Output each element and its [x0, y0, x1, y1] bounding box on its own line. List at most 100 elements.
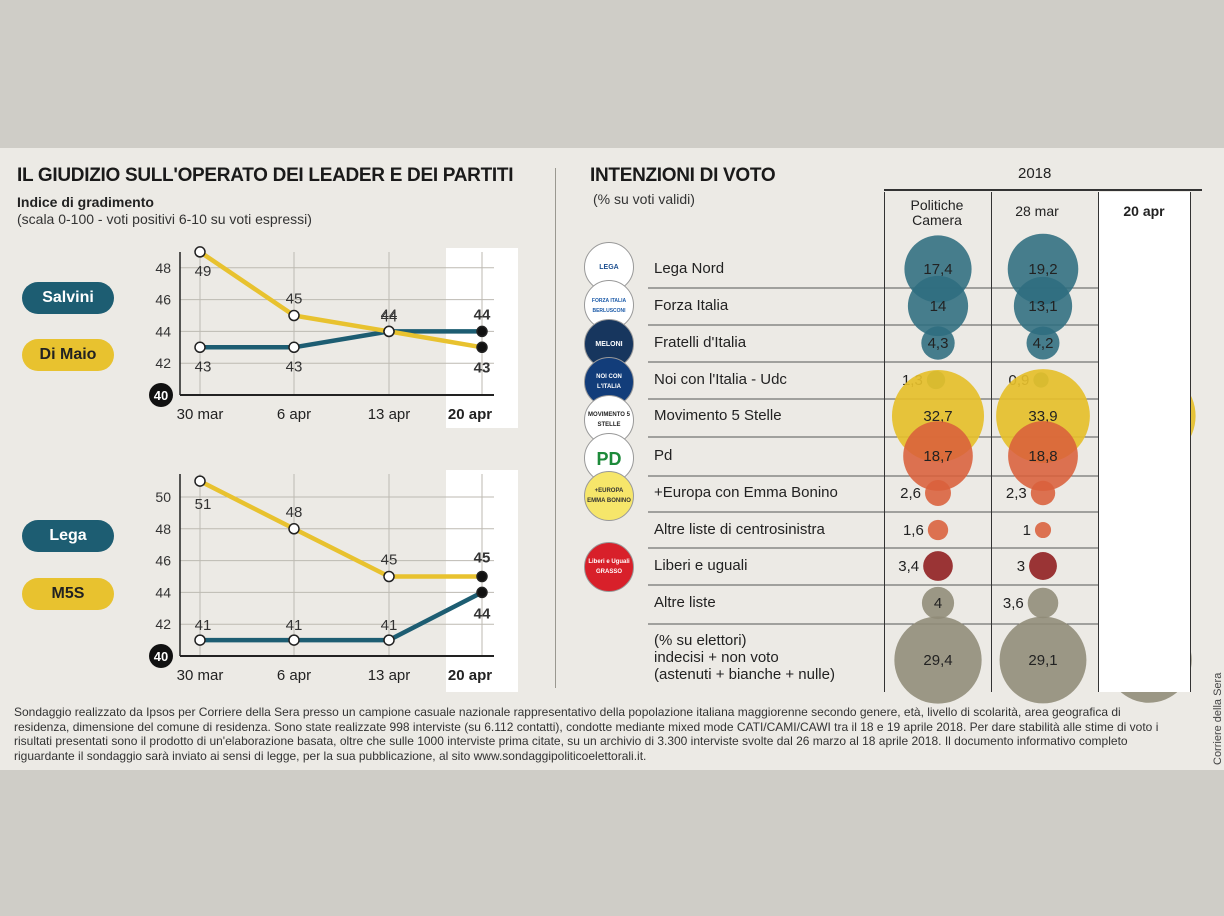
vote-value: 2,6 — [900, 485, 921, 502]
data-point — [288, 523, 300, 535]
vote-value: 3,4 — [898, 558, 919, 575]
y-tick-label: 50 — [155, 489, 171, 505]
vote-value: 4 — [934, 595, 942, 612]
data-label: 44 — [474, 605, 491, 622]
y-origin-label: 40 — [154, 388, 168, 403]
vote-value: 18,7 — [923, 448, 952, 465]
data-point — [476, 341, 488, 354]
x-tick-label: 13 apr — [368, 667, 411, 684]
party-label: Noi con l'Italia - Udc — [654, 371, 787, 388]
legend-salvini: Salvini — [22, 282, 114, 314]
vote-value: 32,7 — [923, 408, 952, 425]
left-subtitle: (scala 0-100 - voti positivi 6-10 su vot… — [17, 211, 312, 227]
vote-bubble — [1029, 552, 1057, 580]
vote-value: 4,3 — [928, 335, 949, 352]
europa-logo: +EUROPA EMMA BONINO — [584, 471, 634, 521]
data-label: 44 — [381, 308, 398, 325]
section-divider — [555, 168, 556, 688]
col-rule-1 — [884, 192, 885, 692]
party-label: Altre liste di centrosinistra — [654, 521, 825, 538]
leader-line-chart: 42 44 46 48 40 30 mar 6 apr 13 apr 20 apr 43 43 44 4… — [149, 246, 518, 428]
vote-bubble — [921, 326, 955, 360]
y-origin-badge — [149, 644, 173, 668]
data-label: 51 — [195, 496, 212, 513]
party-label: Liberi e uguali — [654, 557, 748, 574]
series-line — [200, 329, 482, 350]
vote-bubble — [1008, 421, 1078, 491]
data-label: 45 — [286, 291, 303, 308]
data-label: 43 — [195, 358, 212, 375]
data-label: 41 — [381, 617, 398, 634]
vote-value: 3 — [1017, 558, 1025, 575]
data-point — [383, 325, 395, 338]
data-point — [383, 570, 395, 583]
right-subtitle: (% su voti validi) — [593, 191, 695, 207]
leu-logo: Liberi e Uguali GRASSO — [584, 542, 634, 592]
y-origin-label: 40 — [154, 649, 168, 664]
vote-value: 18,8 — [1028, 448, 1057, 465]
x-tick-label: 6 apr — [277, 667, 311, 684]
data-point — [194, 634, 206, 646]
col-rule-3 — [1098, 192, 1099, 692]
vote-value: 29,4 — [923, 652, 952, 669]
highlight-column — [1098, 192, 1190, 692]
x-tick-label: 30 mar — [177, 667, 224, 684]
data-point — [383, 634, 395, 646]
vote-bubble — [927, 519, 949, 541]
vote-value: 4,2 — [1033, 335, 1054, 352]
series-line — [200, 590, 484, 643]
data-point — [194, 246, 206, 258]
data-point — [288, 634, 300, 646]
col-head-20apr: 20 apr — [1123, 203, 1165, 219]
y-tick-label: 46 — [155, 292, 171, 308]
footnote: Sondaggio realizzato da Ipsos per Corrie… — [14, 705, 1159, 763]
x-tick-label: 13 apr — [368, 406, 411, 423]
vote-value: 2,3 — [1006, 485, 1027, 502]
y-tick-label: 48 — [155, 521, 171, 537]
series-line — [198, 250, 483, 350]
vote-bubble — [923, 551, 953, 581]
data-point — [194, 341, 206, 354]
vote-value: 29,1 — [1028, 652, 1057, 669]
left-title: IL GIUDIZIO SULL'OPERATO DEI LEADER E DE… — [17, 165, 514, 186]
legend-lega: Lega — [22, 520, 114, 552]
party-label: (% su elettori) — [654, 632, 747, 649]
x-tick-label: 20 apr — [448, 406, 492, 423]
data-label: 41 — [286, 617, 303, 634]
y-tick-label: 42 — [155, 355, 171, 371]
noi-italia-logo: NOI CON L'ITALIA — [584, 357, 634, 407]
data-label: 43 — [286, 358, 303, 375]
x-tick-label: 20 apr — [448, 667, 492, 684]
data-label: 41 — [195, 617, 212, 634]
year-rule — [884, 189, 1202, 191]
col-head-politiche: Politiche Camera — [910, 197, 964, 228]
col-rule-4 — [1190, 192, 1191, 692]
y-origin-badge — [149, 383, 173, 407]
party-label: indecisi + non voto — [654, 649, 779, 666]
party-label: Forza Italia — [654, 297, 729, 314]
vote-bubble — [1027, 587, 1059, 619]
vote-bubble — [1030, 480, 1056, 506]
vote-bubble — [999, 616, 1087, 704]
party-label: Altre liste — [654, 594, 716, 611]
party-label: Pd — [654, 447, 673, 464]
vote-value: 14 — [930, 298, 947, 315]
legend-m5s: M5S — [22, 578, 114, 610]
party-label: Fratelli d'Italia — [654, 334, 747, 351]
col-rule-2 — [991, 192, 992, 692]
vote-bubble — [907, 275, 969, 337]
vote-bubble — [903, 421, 973, 491]
vote-bubble — [925, 480, 951, 506]
vote-bubble — [1026, 326, 1060, 360]
year-label: 2018 — [1018, 165, 1052, 182]
y-tick-label: 44 — [155, 584, 171, 600]
data-label: 49 — [195, 263, 212, 280]
vote-value: 13,1 — [1028, 298, 1057, 315]
party-label: Lega Nord — [654, 260, 725, 277]
x-tick-label: 30 mar — [177, 406, 224, 423]
vote-value: 1 — [1023, 522, 1031, 539]
party-line-chart: 42 44 46 48 50 40 30 mar 6 apr 13 apr 20 apr 41 41 4… — [149, 470, 518, 692]
data-label: 44 — [381, 306, 398, 323]
data-point — [476, 570, 488, 583]
data-point — [288, 309, 300, 322]
